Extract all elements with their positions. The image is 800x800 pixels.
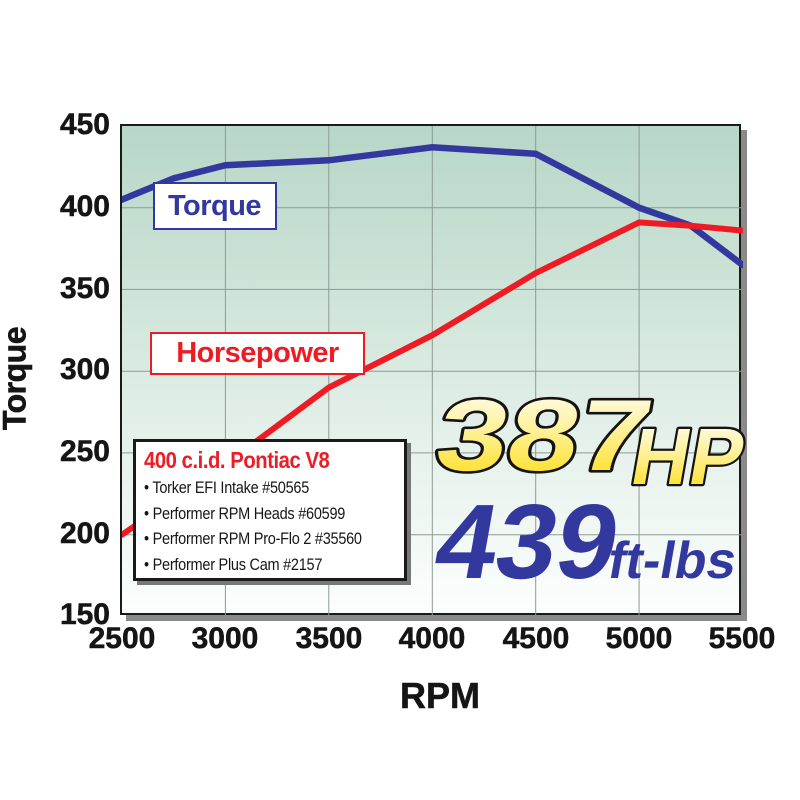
svg-text:ft-lbs: ft-lbs — [604, 532, 741, 590]
svg-text:HP: HP — [625, 413, 752, 502]
svg-text:387: 387 — [428, 379, 660, 492]
svg-text:439: 439 — [427, 482, 628, 601]
